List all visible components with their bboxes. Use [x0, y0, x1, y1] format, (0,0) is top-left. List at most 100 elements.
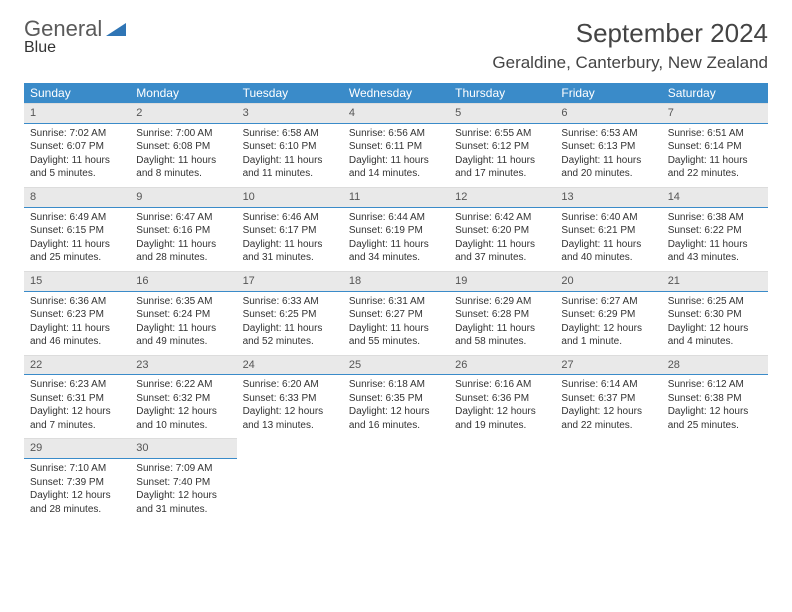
calendar-cell: 26Sunrise: 6:16 AMSunset: 6:36 PMDayligh…	[449, 355, 555, 439]
day-number: 8	[24, 187, 130, 208]
day-number: 22	[24, 355, 130, 376]
calendar-cell: 22Sunrise: 6:23 AMSunset: 6:31 PMDayligh…	[24, 355, 130, 439]
weekday-header: Wednesday	[343, 83, 449, 103]
sunset-text: Sunset: 6:11 PM	[349, 140, 443, 154]
day-number: 19	[449, 271, 555, 292]
daylight-text-1: Daylight: 11 hours	[668, 154, 762, 168]
day-body: Sunrise: 6:58 AMSunset: 6:10 PMDaylight:…	[237, 124, 343, 187]
day-number: 17	[237, 271, 343, 292]
sunrise-text: Sunrise: 6:29 AM	[455, 295, 549, 309]
day-body: Sunrise: 6:22 AMSunset: 6:32 PMDaylight:…	[130, 375, 236, 438]
day-number: 27	[555, 355, 661, 376]
sunset-text: Sunset: 7:40 PM	[136, 476, 230, 490]
sunrise-text: Sunrise: 7:02 AM	[30, 127, 124, 141]
daylight-text-1: Daylight: 12 hours	[561, 322, 655, 336]
daylight-text-1: Daylight: 11 hours	[243, 154, 337, 168]
sunrise-text: Sunrise: 6:58 AM	[243, 127, 337, 141]
daylight-text-2: and 16 minutes.	[349, 419, 443, 433]
day-number: 11	[343, 187, 449, 208]
calendar-cell-empty: .	[237, 438, 343, 522]
sunset-text: Sunset: 6:30 PM	[668, 308, 762, 322]
sunset-text: Sunset: 7:39 PM	[30, 476, 124, 490]
calendar-cell: 28Sunrise: 6:12 AMSunset: 6:38 PMDayligh…	[662, 355, 768, 439]
sunrise-text: Sunrise: 6:22 AM	[136, 378, 230, 392]
daylight-text-2: and 10 minutes.	[136, 419, 230, 433]
day-number: 21	[662, 271, 768, 292]
sunset-text: Sunset: 6:13 PM	[561, 140, 655, 154]
sunset-text: Sunset: 6:08 PM	[136, 140, 230, 154]
daylight-text-2: and 40 minutes.	[561, 251, 655, 265]
calendar-cell: 14Sunrise: 6:38 AMSunset: 6:22 PMDayligh…	[662, 187, 768, 271]
weekday-header: Sunday	[24, 83, 130, 103]
calendar-cell: 24Sunrise: 6:20 AMSunset: 6:33 PMDayligh…	[237, 355, 343, 439]
sunrise-text: Sunrise: 6:27 AM	[561, 295, 655, 309]
day-number: 20	[555, 271, 661, 292]
sunrise-text: Sunrise: 6:23 AM	[30, 378, 124, 392]
day-body: Sunrise: 6:56 AMSunset: 6:11 PMDaylight:…	[343, 124, 449, 187]
daylight-text-2: and 46 minutes.	[30, 335, 124, 349]
day-body: Sunrise: 7:00 AMSunset: 6:08 PMDaylight:…	[130, 124, 236, 187]
day-number: 7	[662, 103, 768, 124]
calendar-cell-empty: .	[449, 438, 555, 522]
daylight-text-2: and 49 minutes.	[136, 335, 230, 349]
daylight-text-1: Daylight: 11 hours	[455, 154, 549, 168]
sunset-text: Sunset: 6:20 PM	[455, 224, 549, 238]
sunrise-text: Sunrise: 6:12 AM	[668, 378, 762, 392]
day-number: 25	[343, 355, 449, 376]
sunset-text: Sunset: 6:27 PM	[349, 308, 443, 322]
sunset-text: Sunset: 6:32 PM	[136, 392, 230, 406]
daylight-text-2: and 28 minutes.	[30, 503, 124, 517]
day-number: 5	[449, 103, 555, 124]
daylight-text-1: Daylight: 11 hours	[455, 238, 549, 252]
day-body: Sunrise: 7:10 AMSunset: 7:39 PMDaylight:…	[24, 459, 130, 522]
daylight-text-1: Daylight: 11 hours	[30, 238, 124, 252]
daylight-text-1: Daylight: 11 hours	[349, 238, 443, 252]
day-body: Sunrise: 6:33 AMSunset: 6:25 PMDaylight:…	[237, 292, 343, 355]
calendar-row: 8Sunrise: 6:49 AMSunset: 6:15 PMDaylight…	[24, 187, 768, 271]
daylight-text-1: Daylight: 11 hours	[668, 238, 762, 252]
calendar-cell-empty: .	[343, 438, 449, 522]
calendar-row: 22Sunrise: 6:23 AMSunset: 6:31 PMDayligh…	[24, 355, 768, 439]
daylight-text-1: Daylight: 12 hours	[243, 405, 337, 419]
sunset-text: Sunset: 6:19 PM	[349, 224, 443, 238]
sunset-text: Sunset: 6:33 PM	[243, 392, 337, 406]
sunset-text: Sunset: 6:37 PM	[561, 392, 655, 406]
calendar-cell: 16Sunrise: 6:35 AMSunset: 6:24 PMDayligh…	[130, 271, 236, 355]
daylight-text-2: and 34 minutes.	[349, 251, 443, 265]
daylight-text-2: and 11 minutes.	[243, 167, 337, 181]
sunset-text: Sunset: 6:28 PM	[455, 308, 549, 322]
daylight-text-2: and 13 minutes.	[243, 419, 337, 433]
daylight-text-1: Daylight: 12 hours	[136, 405, 230, 419]
calendar-cell: 1Sunrise: 7:02 AMSunset: 6:07 PMDaylight…	[24, 103, 130, 187]
day-body: Sunrise: 6:47 AMSunset: 6:16 PMDaylight:…	[130, 208, 236, 271]
day-body: Sunrise: 6:18 AMSunset: 6:35 PMDaylight:…	[343, 375, 449, 438]
location-subtitle: Geraldine, Canterbury, New Zealand	[492, 53, 768, 73]
daylight-text-1: Daylight: 12 hours	[136, 489, 230, 503]
sunset-text: Sunset: 6:35 PM	[349, 392, 443, 406]
daylight-text-1: Daylight: 11 hours	[349, 154, 443, 168]
sunset-text: Sunset: 6:12 PM	[455, 140, 549, 154]
sunset-text: Sunset: 6:24 PM	[136, 308, 230, 322]
sunrise-text: Sunrise: 6:18 AM	[349, 378, 443, 392]
sunrise-text: Sunrise: 6:36 AM	[30, 295, 124, 309]
calendar-cell: 7Sunrise: 6:51 AMSunset: 6:14 PMDaylight…	[662, 103, 768, 187]
calendar-cell: 4Sunrise: 6:56 AMSunset: 6:11 PMDaylight…	[343, 103, 449, 187]
sunrise-text: Sunrise: 6:35 AM	[136, 295, 230, 309]
sunset-text: Sunset: 6:16 PM	[136, 224, 230, 238]
daylight-text-1: Daylight: 12 hours	[30, 489, 124, 503]
calendar-row: 15Sunrise: 6:36 AMSunset: 6:23 PMDayligh…	[24, 271, 768, 355]
sunrise-text: Sunrise: 6:20 AM	[243, 378, 337, 392]
calendar-cell: 8Sunrise: 6:49 AMSunset: 6:15 PMDaylight…	[24, 187, 130, 271]
day-number: 1	[24, 103, 130, 124]
sunrise-text: Sunrise: 6:44 AM	[349, 211, 443, 225]
day-body: Sunrise: 6:14 AMSunset: 6:37 PMDaylight:…	[555, 375, 661, 438]
day-number: 28	[662, 355, 768, 376]
day-number: 13	[555, 187, 661, 208]
calendar-cell: 9Sunrise: 6:47 AMSunset: 6:16 PMDaylight…	[130, 187, 236, 271]
day-body: Sunrise: 6:16 AMSunset: 6:36 PMDaylight:…	[449, 375, 555, 438]
sunrise-text: Sunrise: 6:46 AM	[243, 211, 337, 225]
sunrise-text: Sunrise: 6:31 AM	[349, 295, 443, 309]
daylight-text-2: and 8 minutes.	[136, 167, 230, 181]
sunset-text: Sunset: 6:21 PM	[561, 224, 655, 238]
day-body: Sunrise: 6:23 AMSunset: 6:31 PMDaylight:…	[24, 375, 130, 438]
